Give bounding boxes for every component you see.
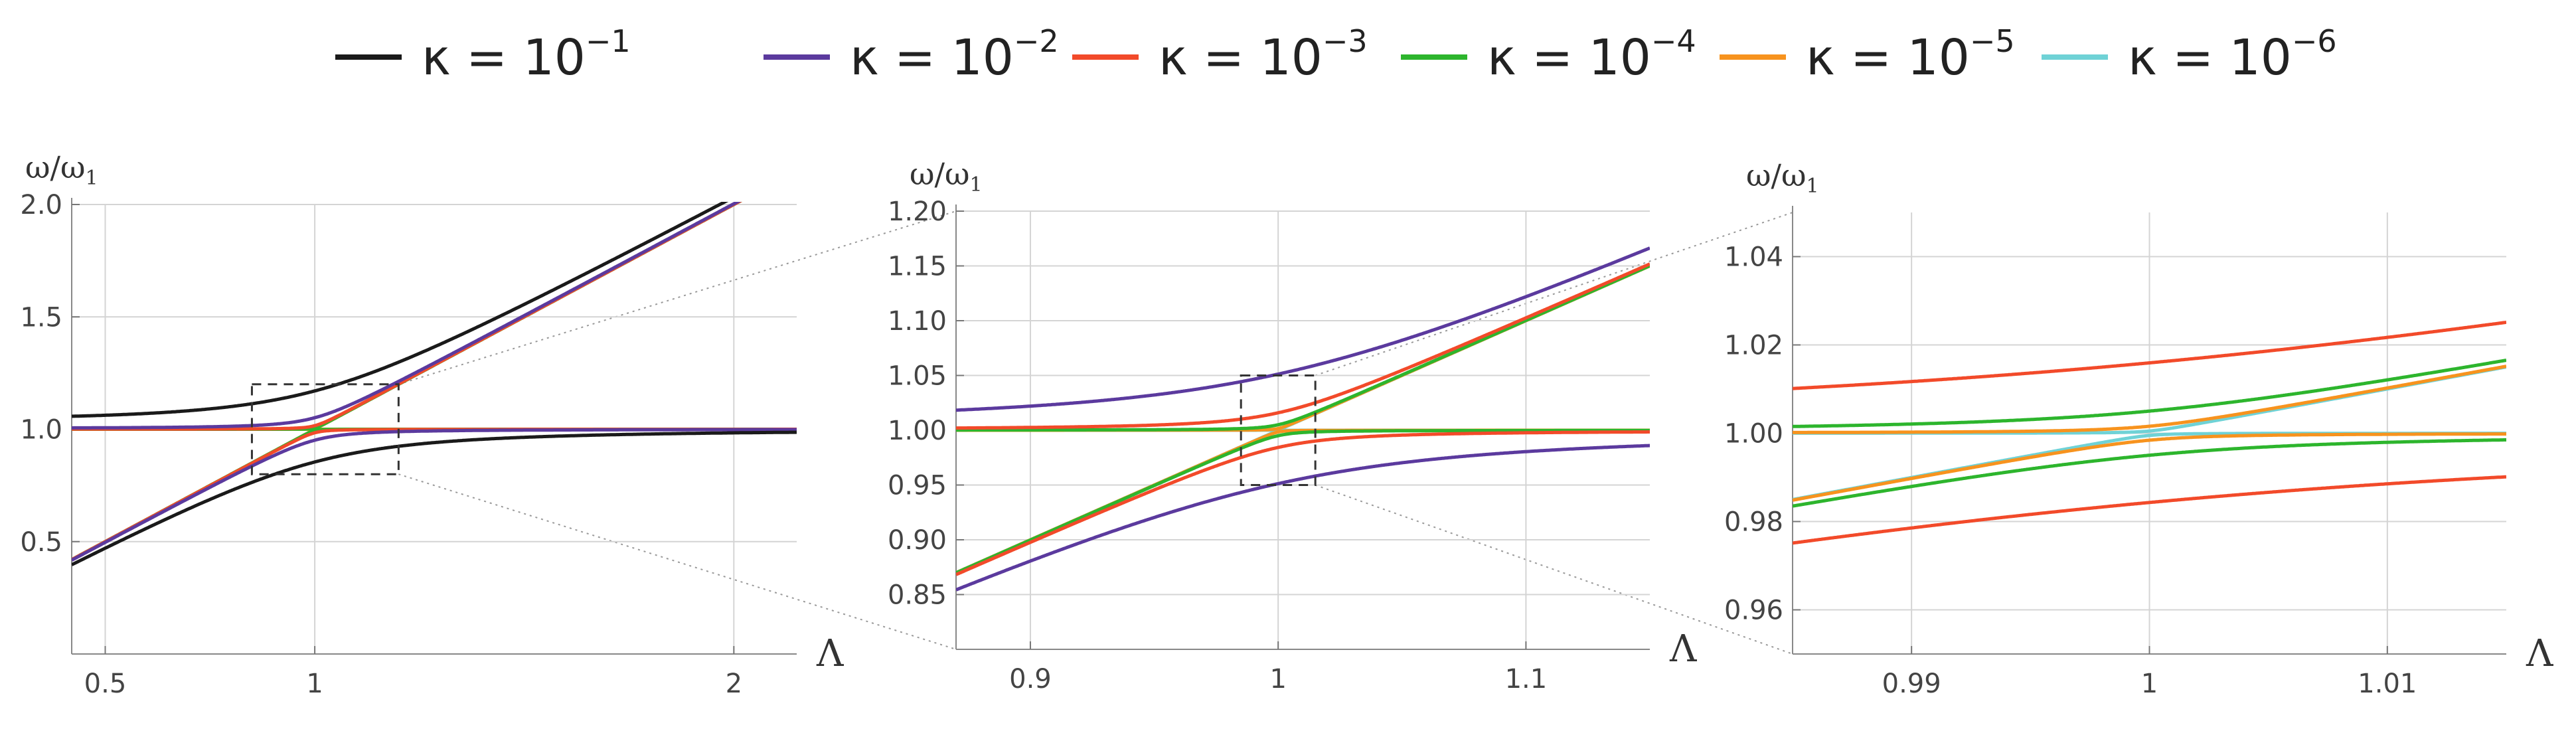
- x-tick-label: 1: [306, 669, 323, 699]
- zoom-box: [250, 383, 400, 475]
- series-group: [72, 202, 797, 566]
- y-tick-label: 1.00: [1724, 419, 1783, 449]
- y-axis-title: ω/ω1: [1746, 157, 1819, 198]
- legend-label: κ = 10−3: [1159, 23, 1368, 86]
- legend-exponent: −5: [1970, 23, 2015, 59]
- legend-label: κ = 10−5: [1806, 23, 2015, 86]
- legend-entry: κ = 10−4: [1401, 23, 1696, 86]
- legend-entry: κ = 10−5: [1720, 23, 2015, 86]
- y-tick-label: 1.20: [888, 197, 947, 227]
- legend-entry: κ = 10−6: [2042, 23, 2337, 86]
- zoom-box: [1240, 374, 1317, 486]
- y-tick-label: 0.95: [888, 471, 947, 501]
- legend-exponent: −4: [1651, 23, 1696, 59]
- series-lower-branch: [956, 428, 1650, 575]
- connector-top: [398, 210, 957, 385]
- series-upper-branch: [956, 246, 1650, 412]
- x-axis-title: Λ: [2526, 632, 2553, 675]
- legend-label: κ = 10−4: [1487, 23, 1696, 86]
- y-axis-title-sub: 1: [1807, 175, 1819, 198]
- panel-overview: 0.5 1 2 0.5 1.0 1.5 2.0ω/ω1 Λ: [20, 149, 844, 699]
- y-tick-label: 1.15: [888, 252, 947, 282]
- zoom-connector-lines: [398, 210, 1793, 655]
- series-upper-branch: [72, 202, 743, 431]
- series-upper-branch: [956, 264, 1650, 432]
- series-lower-branch: [956, 444, 1650, 592]
- x-tick-label: 1.01: [2358, 669, 2417, 699]
- series-lower-branch: [72, 428, 797, 562]
- y-tick-label: 1.0: [20, 415, 62, 446]
- y-axis-title-sub: 1: [970, 173, 983, 197]
- y-tick-label: 1.04: [1724, 242, 1783, 273]
- y-tick-label: 1.05: [888, 361, 947, 392]
- y-tick-label: 1.02: [1724, 331, 1783, 361]
- y-tick-label: 0.90: [888, 525, 947, 556]
- legend-exponent: −3: [1323, 23, 1368, 59]
- y-tick-label: 0.5: [20, 527, 62, 558]
- y-tick-label: 0.98: [1724, 507, 1783, 538]
- connector-top: [1315, 212, 1793, 376]
- series-lower-branch: [72, 428, 797, 562]
- x-axis-title: Λ: [1669, 627, 1697, 671]
- series-upper-branch: [956, 262, 1650, 430]
- x-tick-label: 1.1: [1505, 664, 1548, 694]
- y-tick-label: 1.10: [888, 306, 947, 337]
- x-tick-label: 0.5: [84, 669, 127, 699]
- panel-zoom-2: 0.99 1 1.01 0.96 0.98 1.00 1.02 1.04 ω/ω1 Λ: [1724, 157, 2553, 699]
- series-lower-branch: [1793, 438, 2506, 508]
- y-tick-label: 1.00: [888, 416, 947, 446]
- legend-entry: κ = 10−3: [1072, 23, 1368, 86]
- series-lower-branch: [72, 430, 797, 566]
- panel-zoom-1: 0.9 1 1.1 0.85 0.90 0.95 1.00 1.05 1.10 1.15 1.20ω…: [888, 156, 1697, 694]
- series-lower-branch: [956, 430, 1650, 576]
- y-axis-title-sub: 1: [86, 167, 98, 190]
- y-tick-label: 0.85: [888, 580, 947, 611]
- legend-exponent: −6: [2292, 23, 2337, 59]
- legend-exponent: −2: [1014, 23, 1059, 59]
- series-lower-branch: [72, 428, 797, 562]
- y-axis-title: ω/ω1: [910, 156, 983, 197]
- x-tick-label: 1: [1269, 664, 1286, 694]
- series-upper-branch: [1793, 359, 2506, 428]
- legend-label: κ = 10−1: [422, 23, 631, 86]
- x-tick-label: 0.9: [1009, 664, 1052, 694]
- legend-exponent: −1: [586, 23, 631, 59]
- series-upper-branch: [72, 202, 742, 430]
- legend-label: κ = 10−2: [850, 23, 1059, 86]
- series-upper-branch: [1793, 320, 2506, 390]
- legend-label: κ = 10−6: [2128, 23, 2337, 86]
- connector-bottom: [398, 473, 957, 650]
- x-axis-title: Λ: [816, 632, 844, 675]
- series-lower-branch: [1793, 475, 2506, 545]
- y-tick-label: 1.5: [20, 302, 62, 333]
- series-upper-branch: [72, 202, 743, 431]
- series-lower-branch: [72, 428, 797, 562]
- y-tick-label: 2.0: [20, 190, 62, 220]
- legend-entry: κ = 10−2: [764, 23, 1059, 86]
- series-upper-branch: [72, 202, 743, 431]
- series-upper-branch: [72, 202, 729, 418]
- connector-bottom: [1315, 484, 1793, 655]
- y-tick-label: 0.96: [1724, 596, 1783, 626]
- y-axis-title: ω/ω1: [25, 149, 98, 190]
- x-tick-label: 1: [2141, 669, 2158, 699]
- series-lower-branch: [1793, 432, 2506, 502]
- series-lower-branch: [72, 428, 797, 562]
- series-group: [956, 246, 1650, 592]
- x-tick-label: 2: [726, 669, 742, 699]
- legend-entry: κ = 10−1: [335, 23, 631, 86]
- x-tick-label: 0.99: [1882, 669, 1941, 699]
- legend: κ = 10−1 κ = 10−2 κ = 10−3 κ = 10−4 κ = 10−5…: [335, 23, 2337, 86]
- series-group: [1793, 320, 2506, 545]
- series-upper-branch: [72, 202, 742, 431]
- series-upper-branch: [1793, 365, 2506, 434]
